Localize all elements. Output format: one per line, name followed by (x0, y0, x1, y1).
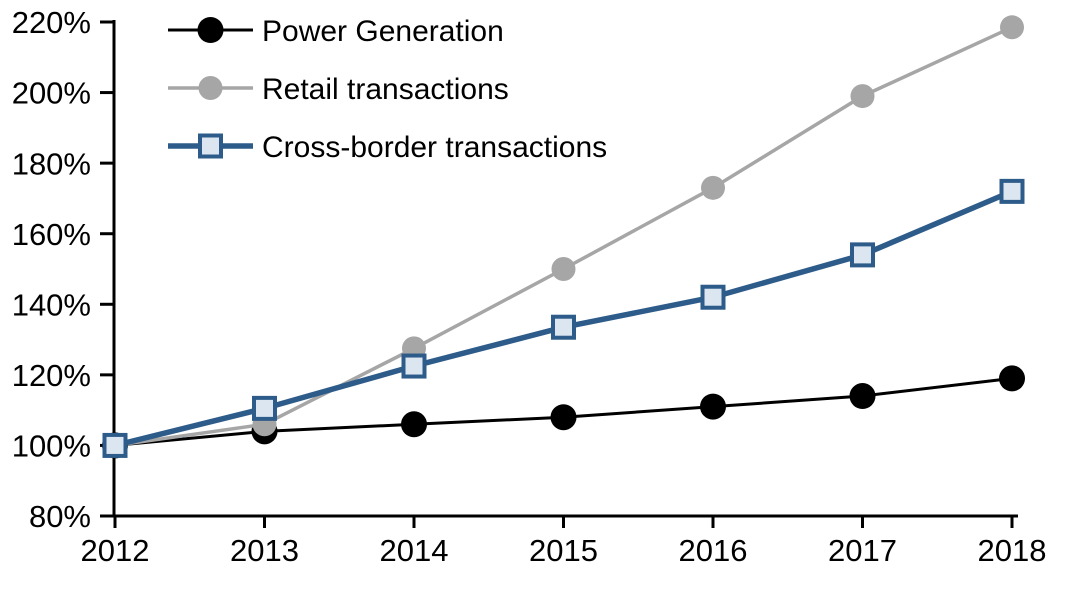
data-point-power-generation (401, 411, 427, 438)
x-tick-label: 2013 (230, 533, 299, 568)
legend-item-cross-border-transactions: Cross-border transactions (168, 131, 607, 164)
data-point-power-generation (999, 365, 1025, 392)
x-tick-label: 2015 (529, 533, 598, 568)
legend-label-retail-transactions: Retail transactions (262, 73, 509, 106)
y-tick-label: 120% (12, 358, 91, 393)
data-point-power-generation (849, 383, 876, 410)
x-tick-label: 2016 (679, 533, 748, 568)
y-tick-label: 200% (12, 76, 91, 111)
data-point-power-generation (550, 404, 577, 431)
data-point-power-generation (197, 17, 224, 43)
data-point-retail-transactions (850, 84, 875, 109)
data-point-cross-border-transactions (401, 353, 427, 379)
data-point-cross-border-transactions (999, 178, 1025, 204)
data-point-retail-transactions (198, 76, 223, 100)
x-tick-label: 2014 (380, 533, 449, 568)
data-point-retail-transactions (551, 257, 576, 281)
y-tick-label: 140% (12, 287, 91, 322)
data-point-cross-border-transactions (252, 395, 277, 421)
legend-label-cross-border-transactions: Cross-border transactions (262, 131, 607, 164)
axes: 220% 200% 180% 160% 140% 120% 100% 80%2012 2013 2… (12, 5, 1047, 568)
x-tick-label: 2018 (978, 533, 1047, 568)
series-cross-border-transactions (102, 178, 1025, 458)
data-point-cross-border-transactions (102, 432, 128, 458)
x-tick-label: 2012 (81, 533, 150, 568)
y-tick-label: 160% (12, 217, 91, 252)
data-point-retail-transactions (1000, 15, 1024, 40)
y-tick-label: 80% (29, 499, 91, 534)
y-tick-label: 220% (12, 5, 91, 40)
legend-item-power-generation: Power Generation (168, 15, 504, 48)
data-point-cross-border-transactions (700, 284, 726, 310)
data-point-retail-transactions (701, 175, 725, 200)
y-tick-label: 180% (12, 146, 91, 181)
data-point-cross-border-transactions (551, 314, 576, 340)
legend: Power Generation Retail transactions Cross… (168, 15, 607, 164)
x-tick-label: 2017 (828, 533, 897, 568)
data-point-power-generation (700, 393, 726, 420)
legend-item-retail-transactions: Retail transactions (168, 73, 509, 106)
data-point-cross-border-transactions (198, 133, 223, 159)
data-point-cross-border-transactions (850, 242, 875, 268)
legend-label-power-generation: Power Generation (262, 15, 504, 48)
y-tick-label: 100% (12, 429, 91, 464)
